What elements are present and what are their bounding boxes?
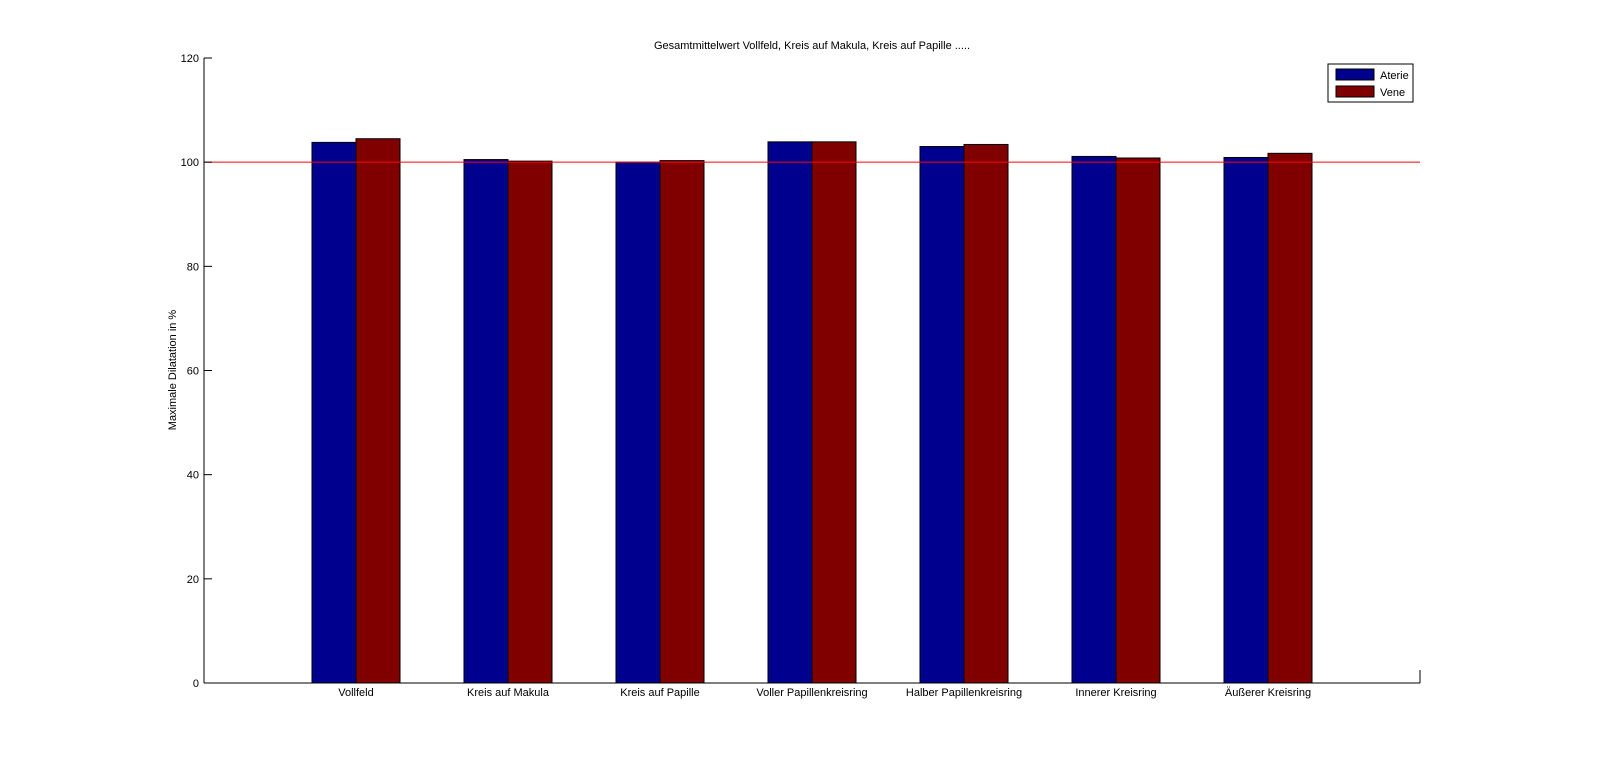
bar-aterie-1 [463, 159, 509, 684]
bar-vene-2 [659, 160, 705, 684]
bar-aterie-2 [615, 161, 661, 684]
bar-aterie-4 [919, 146, 965, 684]
bar-vene-1 [507, 160, 553, 684]
y-tick-label: 20 [187, 574, 199, 586]
x-tick-label: Kreis auf Makula [467, 687, 550, 699]
legend-label-aterie: Aterie [1380, 70, 1409, 82]
y-axis-label: Maximale Dilatation in % [167, 310, 179, 431]
bar-aterie-0 [311, 141, 357, 684]
y-tick-label: 80 [187, 261, 199, 273]
x-tick-label: Halber Papillenkreisring [906, 687, 1022, 699]
y-tick-label: 100 [181, 157, 199, 169]
bars-group [311, 138, 1313, 684]
y-tick-label: 60 [187, 366, 199, 378]
y-tick-label: 0 [193, 678, 199, 690]
y-tick-label: 120 [181, 53, 199, 65]
axes-group: 0 20 40 60 80 100 120 Vollfeld Kreis auf Makula K… [181, 53, 1421, 699]
bar-vene-5 [1115, 157, 1161, 684]
bar-aterie-3 [767, 141, 813, 684]
legend-swatch-vene [1335, 85, 1375, 98]
legend-swatch-aterie [1335, 68, 1375, 81]
chart-title: Gesamtmittelwert Vollfeld, Kreis auf Mak… [654, 40, 970, 52]
bar-vene-4 [963, 143, 1009, 684]
x-tick-label: Innerer Kreisring [1075, 687, 1156, 699]
bar-aterie-6 [1223, 156, 1269, 684]
x-tick-label: Vollfeld [338, 687, 373, 699]
y-tick-label: 40 [187, 470, 199, 482]
bar-vene-6 [1267, 152, 1313, 684]
x-tick-label: Äußerer Kreisring [1225, 687, 1311, 699]
x-tick-label: Kreis auf Papille [620, 687, 700, 699]
x-tick-label: Voller Papillenkreisring [756, 687, 867, 699]
bar-aterie-5 [1071, 155, 1117, 684]
legend: Aterie Vene [1327, 63, 1414, 103]
bar-vene-3 [811, 141, 857, 684]
legend-label-vene: Vene [1380, 87, 1405, 99]
bar-vene-0 [355, 138, 401, 684]
